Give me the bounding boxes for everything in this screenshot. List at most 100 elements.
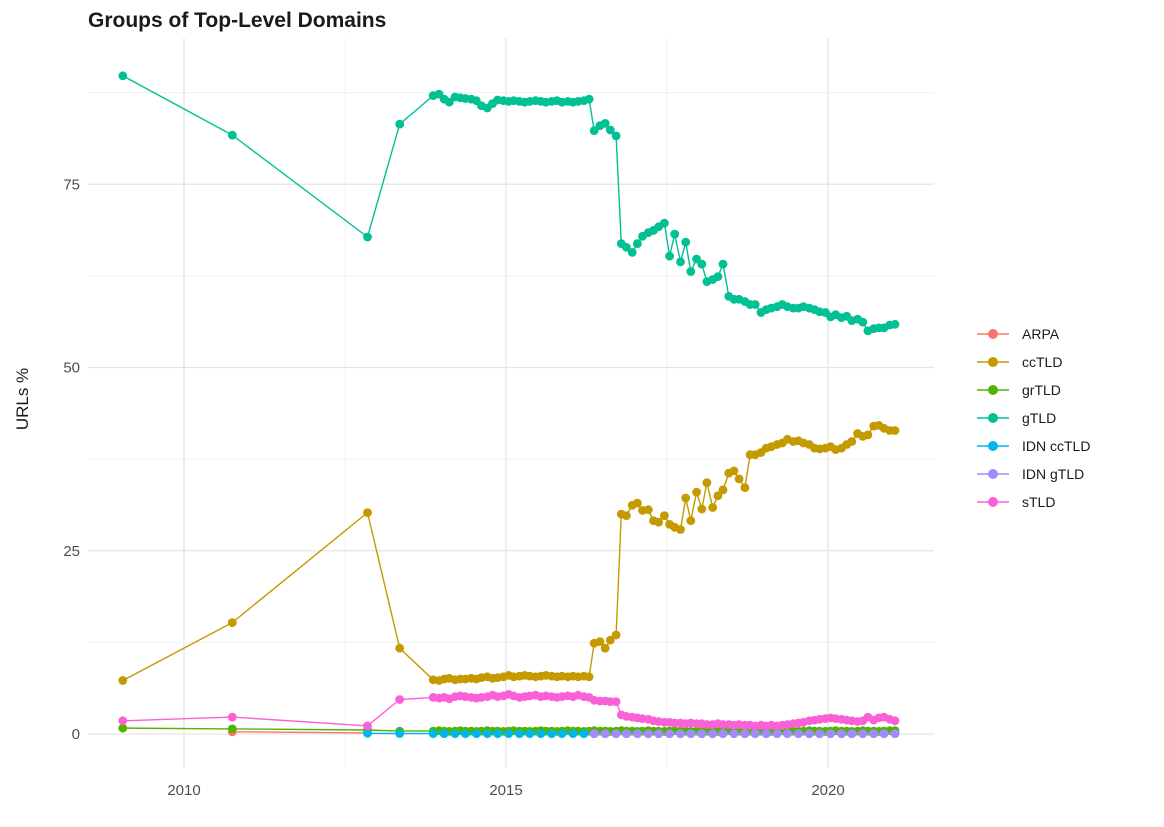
data-point [568,729,578,738]
data-point [611,630,621,640]
y-tick-label: 25 [63,543,80,560]
data-point [584,672,594,682]
data-point [227,724,237,734]
data-point [363,508,372,517]
legend-key-dot [988,329,998,339]
data-point [611,131,621,141]
minor-gridlines [88,38,934,768]
data-point [600,119,610,128]
legend-item-cctld: ccTLD [976,348,1090,376]
data-point [118,71,128,81]
data-point [605,125,615,135]
data-point [681,493,691,503]
data-point [395,695,405,704]
data-point [858,729,868,738]
data-point [611,729,621,738]
data-point [622,511,631,520]
data-point [600,729,610,738]
data-point [697,729,707,738]
data-point [869,729,879,738]
data-point [504,729,513,738]
data-point [579,729,589,739]
x-tick-label: 2020 [811,782,844,799]
data-point [804,729,814,738]
data-point [363,232,372,242]
data-point [584,94,594,104]
data-point [665,251,674,261]
data-point [395,119,405,129]
data-point [686,267,696,276]
data-point [879,729,889,738]
y-axis-title: URLs % [13,368,32,430]
data-point [794,729,803,738]
legend-key-icon [977,413,1009,423]
legend-item-stld: sTLD [976,488,1090,516]
data-point [847,729,857,738]
data-point [708,503,718,512]
data-point [890,716,900,726]
data-point [826,729,835,738]
data-point [702,478,712,487]
series-line [122,693,896,727]
legend-label: ARPA [1022,326,1060,342]
x-axis-tick-labels: 2010 2015 2020 [167,782,844,799]
data-point [633,729,642,738]
y-tick-label: 75 [63,176,80,193]
legend-label: IDN ccTLD [1022,438,1091,454]
data-point [676,525,685,534]
legend-label: IDN gTLD [1022,466,1085,482]
data-point [697,504,707,514]
legend-key-dot [988,385,998,395]
data-point [227,130,237,140]
data-point [783,729,792,738]
x-tick-label: 2010 [167,782,200,799]
data-point [654,729,663,738]
data-point [681,237,691,247]
data-point [858,317,868,327]
data-point [439,729,449,738]
data-point [622,729,631,738]
data-point [525,729,535,738]
data-point [395,729,405,738]
legend-key-icon [977,385,1009,395]
legend-key-dot [988,441,998,451]
series-line [122,75,896,332]
data-point [227,712,237,722]
data-point [718,259,728,269]
data-point [890,426,900,435]
legend-item-gtld: gTLD [976,404,1090,432]
data-point [665,729,674,738]
data-point [363,728,372,738]
data-point [863,430,873,440]
data-point [118,676,128,685]
data-point [740,483,750,493]
legend-item-grtld: grTLD [976,376,1090,404]
data-point [595,637,605,646]
data-point [718,485,728,495]
legend: ARPA ccTLD grTLD gTLD IDN ccTLD IDN gTLD sTLD [976,320,1090,516]
data-point [676,729,685,738]
data-point [676,257,685,267]
legend-key-icon [977,497,1009,507]
data-point [837,729,846,738]
legend-key-icon [977,357,1009,367]
data-point [750,300,760,309]
series-idn-gtld [589,729,900,738]
data-point [600,643,610,653]
data-point [815,729,824,738]
series-line [232,731,368,734]
y-axis-tick-labels: 0 25 50 75 [63,176,80,743]
data-point [611,697,621,707]
legend-key-icon [977,441,1009,451]
data-point [118,723,128,733]
legend-key-dot [988,357,998,367]
data-point [772,729,782,738]
data-point [428,729,438,738]
data-point [482,729,492,739]
data-point [761,729,771,738]
x-tick-label: 2015 [489,782,522,799]
legend-key-dot [988,469,998,479]
data-point [643,505,653,515]
